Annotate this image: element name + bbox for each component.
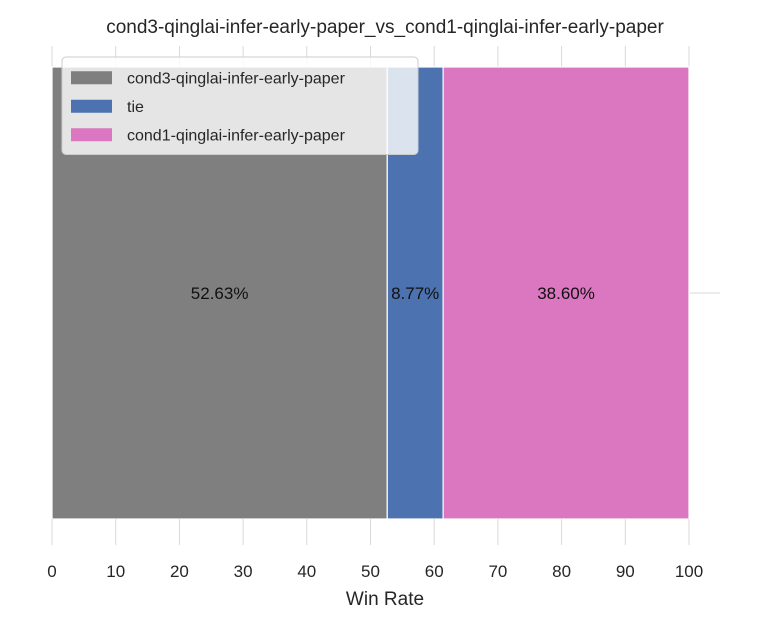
x-tick-label-1: 10	[106, 562, 125, 581]
x-tick-label-5: 50	[361, 562, 380, 581]
legend-box	[61, 56, 419, 155]
x-tick-label-4: 40	[297, 562, 316, 581]
x-tick-label-10: 100	[675, 562, 703, 581]
data-label-0: 52.63%	[191, 284, 249, 303]
x-axis-label: Win Rate	[346, 589, 424, 610]
legend-swatch-0	[71, 71, 112, 85]
chart-title: cond3-qinglai-infer-early-paper_vs_cond1…	[106, 17, 664, 38]
legend: cond3-qinglai-infer-early-paper tie cond1-…	[61, 56, 419, 155]
x-tick-label-0: 0	[47, 562, 56, 581]
x-axis: 0 10 20 30 40 50 60 70 80 90 100	[47, 519, 703, 581]
bar-segment-2	[442, 66, 690, 520]
x-tick-label-2: 20	[170, 562, 189, 581]
data-labels: 52.63% 8.77% 38.60%	[191, 284, 595, 303]
x-tick-label-9: 90	[616, 562, 635, 581]
legend-label-1: tie	[127, 99, 144, 116]
x-tick-label-7: 70	[488, 562, 507, 581]
legend-swatch-2	[71, 128, 112, 142]
legend-label-2: cond1-qinglai-infer-early-paper	[127, 127, 346, 144]
x-tick-label-8: 80	[552, 562, 571, 581]
legend-swatch-1	[71, 99, 112, 113]
data-label-2: 38.60%	[537, 284, 595, 303]
x-tick-label-3: 30	[234, 562, 253, 581]
x-tick-label-6: 60	[425, 562, 444, 581]
data-label-1: 8.77%	[391, 284, 439, 303]
legend-label-0: cond3-qinglai-infer-early-paper	[127, 70, 346, 87]
